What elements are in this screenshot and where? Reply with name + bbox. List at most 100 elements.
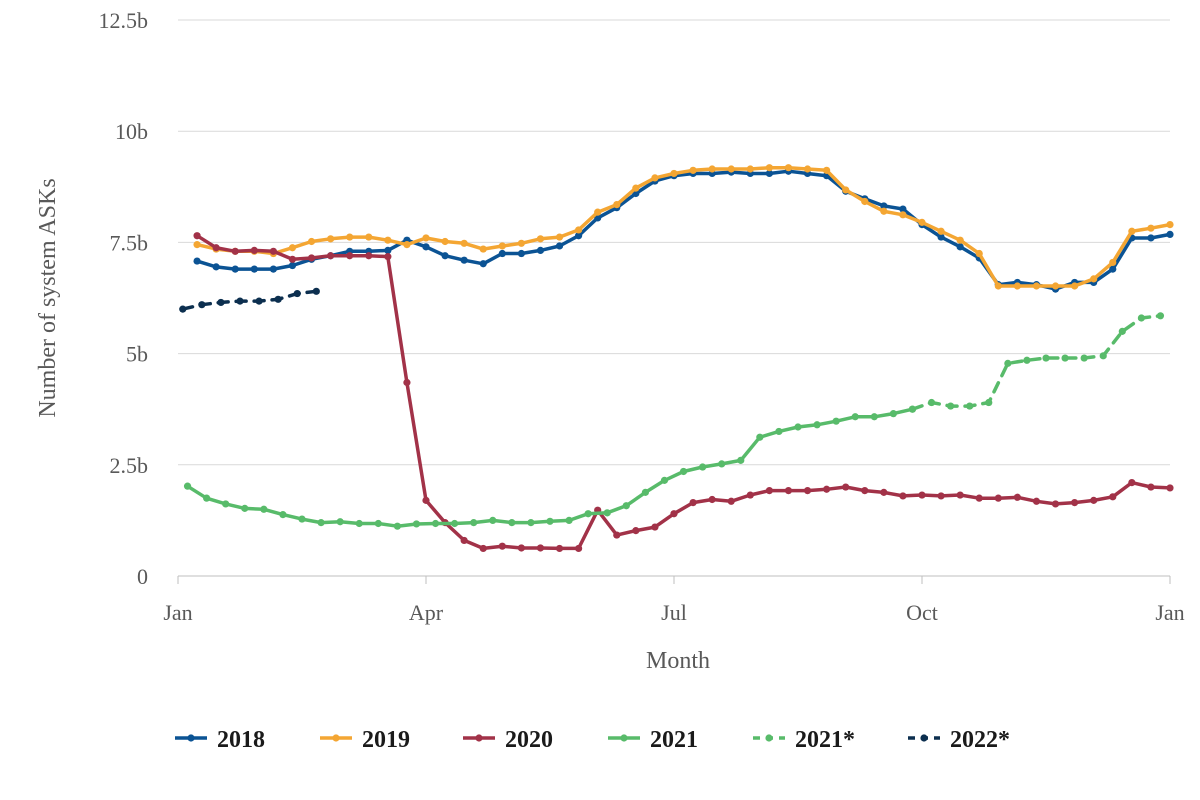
data-point	[274, 295, 282, 303]
legend-label: 2022*	[950, 727, 1010, 753]
data-point	[975, 494, 983, 502]
data-point	[489, 516, 497, 525]
data-point	[393, 522, 401, 530]
legend: 2018 2019 2020 2021 2021* 2022*	[175, 727, 1010, 753]
data-point	[1118, 327, 1126, 335]
data-point	[222, 500, 230, 508]
data-point	[842, 186, 850, 194]
data-point	[212, 263, 220, 271]
legend-item: 2019	[320, 727, 410, 753]
data-point	[312, 287, 320, 295]
data-point	[422, 496, 430, 504]
data-point	[803, 165, 812, 173]
data-point	[1042, 354, 1050, 362]
data-point	[1090, 275, 1098, 283]
data-point	[555, 233, 564, 241]
data-point	[651, 523, 659, 531]
data-point	[899, 492, 907, 500]
data-point	[307, 237, 316, 246]
data-point	[985, 398, 993, 407]
data-point	[231, 265, 239, 273]
data-point	[689, 166, 697, 174]
data-point	[374, 519, 382, 528]
data-point	[746, 165, 754, 173]
axes: 0 2.5b 5b 7.5b 10b 12.5b Jan Apr Jul Oct Jan	[99, 8, 1185, 625]
data-point	[1032, 497, 1041, 505]
data-point	[498, 249, 506, 258]
data-point	[1147, 224, 1155, 232]
data-point	[727, 165, 735, 173]
data-point	[269, 247, 277, 255]
data-point	[718, 460, 726, 468]
x-tick-label: Oct	[906, 600, 938, 625]
data-point	[1128, 227, 1136, 235]
data-point	[641, 488, 649, 496]
data-point	[422, 234, 430, 242]
data-point	[479, 544, 487, 553]
legend-item: 2022*	[908, 727, 1010, 753]
series-line	[195, 233, 1172, 551]
data-point	[708, 495, 716, 504]
data-point	[603, 509, 611, 517]
data-point	[937, 492, 945, 500]
data-point	[307, 254, 316, 262]
x-tick-label: Jan	[1155, 600, 1184, 625]
data-point	[1109, 265, 1117, 273]
x-tick-label: Jul	[661, 600, 687, 625]
data-point	[403, 241, 411, 249]
data-point	[679, 467, 688, 476]
data-point	[422, 243, 430, 251]
data-point	[403, 378, 411, 387]
legend-marker	[920, 734, 928, 742]
data-point	[346, 233, 354, 241]
data-point	[670, 169, 678, 178]
data-point	[613, 531, 621, 539]
data-point	[584, 510, 592, 518]
data-point	[861, 197, 869, 206]
data-point	[794, 423, 802, 431]
data-point	[861, 486, 869, 495]
data-point	[784, 164, 793, 172]
data-point	[431, 519, 440, 528]
series-line	[195, 165, 1172, 288]
data-point	[1071, 499, 1079, 507]
data-point	[269, 265, 277, 273]
data-point	[660, 476, 669, 484]
data-point	[880, 202, 888, 210]
legend-item: 2021	[608, 727, 698, 753]
data-point	[479, 245, 487, 253]
data-point	[1166, 221, 1174, 229]
series-line	[185, 407, 915, 528]
data-point	[765, 169, 773, 178]
data-point	[632, 527, 640, 535]
data-point	[236, 297, 244, 305]
data-point	[1147, 234, 1155, 242]
data-point	[555, 242, 564, 250]
data-point	[183, 482, 192, 490]
data-point	[1071, 282, 1079, 290]
data-point	[737, 456, 745, 464]
data-point	[193, 257, 201, 265]
data-point	[1109, 258, 1117, 267]
data-point	[956, 236, 964, 244]
data-point	[823, 485, 831, 493]
data-point	[317, 519, 325, 527]
data-point	[651, 174, 659, 182]
data-point	[1013, 282, 1021, 290]
data-point	[842, 483, 850, 491]
data-point	[460, 536, 468, 545]
data-point	[517, 249, 525, 258]
data-point	[823, 166, 831, 174]
data-point	[250, 246, 258, 255]
data-point	[765, 164, 773, 172]
data-point	[346, 252, 354, 260]
data-point	[813, 421, 821, 429]
data-point	[880, 488, 888, 496]
series-2018	[193, 167, 1174, 293]
data-point	[241, 504, 249, 512]
data-point	[622, 502, 630, 510]
data-point	[279, 511, 287, 519]
data-point	[441, 252, 449, 260]
y-tick-label: 7.5b	[110, 230, 149, 255]
data-point	[460, 256, 468, 264]
